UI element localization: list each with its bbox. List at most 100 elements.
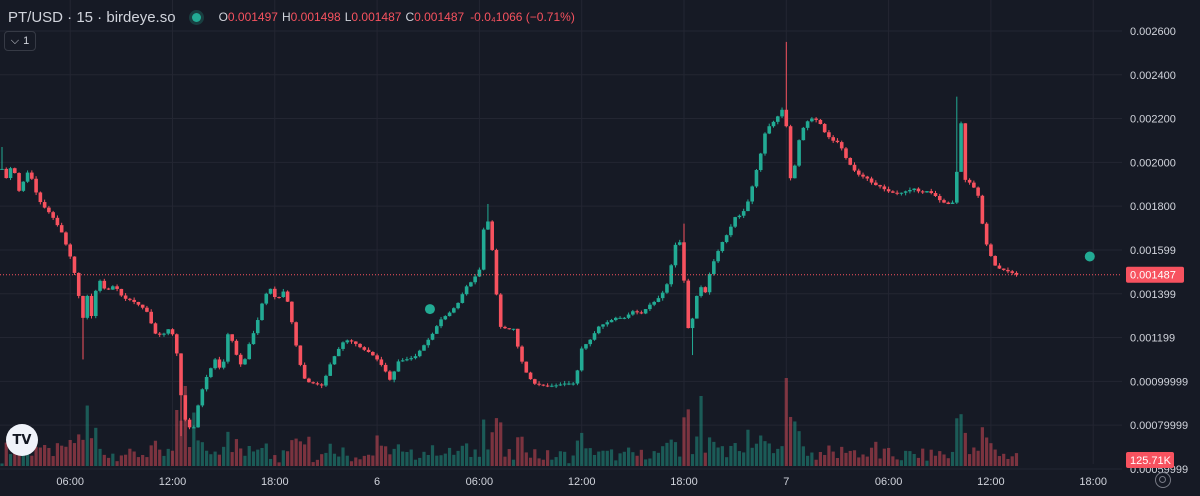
volume-bar	[857, 457, 861, 466]
gear-icon[interactable]	[1155, 472, 1171, 488]
volume-bar	[64, 446, 68, 466]
last-volume-badge	[1126, 452, 1174, 468]
candle-body	[626, 314, 631, 318]
candle-body	[47, 207, 51, 213]
y-tick-label: 0.002600	[1130, 26, 1176, 38]
volume-bar	[409, 449, 413, 466]
volume-bar	[89, 438, 94, 466]
volume-bar	[848, 450, 852, 466]
volume-bar	[567, 463, 571, 466]
volume-bar	[665, 442, 669, 466]
y-tick-label: 0.00099999	[1130, 376, 1188, 388]
volume-bar	[788, 416, 793, 466]
candle-body	[51, 212, 55, 218]
volume-bar	[605, 450, 609, 466]
candle-body	[545, 385, 550, 387]
volume-bar	[243, 455, 247, 466]
volume-bar	[729, 445, 733, 466]
volume-bar	[976, 450, 980, 466]
candle-body	[801, 127, 806, 141]
candle-body	[264, 293, 269, 304]
symbol-label[interactable]: PT/USD · 15 · birdeye.so	[8, 8, 176, 26]
candle-body	[200, 389, 205, 406]
candle-body	[85, 295, 90, 318]
candle-body	[366, 349, 371, 353]
candle-body	[797, 140, 801, 166]
candle-body	[273, 288, 277, 298]
candle-body	[635, 311, 639, 313]
volume-bar	[187, 447, 192, 466]
volume-bar	[277, 462, 281, 466]
candle-body	[673, 244, 678, 266]
candle-body	[827, 132, 831, 138]
candle-body	[775, 116, 780, 122]
candle-body	[733, 217, 737, 227]
volume-bar	[115, 461, 119, 466]
candle-body	[102, 280, 107, 289]
candle-body	[319, 384, 324, 386]
candle-body	[362, 347, 367, 350]
volume-bar	[25, 446, 30, 466]
candle-body	[537, 383, 541, 385]
volume-bar	[166, 448, 170, 466]
volume-bar	[141, 454, 145, 466]
volume-bar	[516, 437, 520, 466]
candle-body	[656, 298, 661, 302]
candle-body	[247, 344, 252, 360]
volume-bar	[456, 450, 460, 466]
high-label: H	[281, 10, 291, 24]
volume-bar	[716, 447, 720, 466]
candle-body	[835, 140, 840, 143]
x-tick-label: 18:00	[261, 476, 289, 488]
volume-bar	[435, 455, 439, 466]
candle-body	[515, 328, 520, 347]
volume-bar	[379, 445, 383, 466]
volume-bar	[980, 427, 984, 466]
candle-body	[541, 384, 546, 386]
candle-body	[174, 334, 179, 354]
candle-body	[498, 294, 503, 327]
candle-body	[494, 249, 499, 295]
candle-body	[68, 244, 72, 257]
candle-body	[741, 211, 746, 216]
volume-bar	[712, 441, 716, 466]
volume-bar	[111, 453, 115, 466]
volume-bar	[950, 451, 955, 466]
candle-body	[204, 376, 209, 390]
volume-bar	[874, 441, 878, 466]
candle-body	[405, 359, 409, 361]
close-label: C	[405, 10, 415, 24]
volume-bar	[51, 456, 55, 466]
volume-bar	[784, 378, 788, 466]
tradingview-logo[interactable]: TV	[6, 424, 38, 456]
candle-body	[916, 188, 921, 192]
volume-bar	[575, 440, 580, 466]
volume-bar	[887, 447, 891, 466]
volume-bar	[47, 447, 51, 466]
volume-bar	[963, 432, 967, 466]
volume-bar	[81, 439, 85, 466]
volume-bar	[200, 442, 204, 466]
volume-bar	[686, 409, 690, 466]
volume-bar	[946, 458, 950, 466]
collapse-indicators-button[interactable]: ⌵ 1	[4, 31, 36, 51]
volume-bar	[644, 459, 648, 466]
candle-body	[371, 352, 375, 356]
candle-body	[25, 172, 30, 182]
volume-bar	[797, 431, 801, 466]
candle-body	[942, 200, 946, 203]
candle-body	[315, 383, 320, 385]
volume-bar	[260, 447, 264, 466]
volume-bar	[865, 456, 869, 466]
candle-body	[724, 235, 729, 243]
candle-body	[579, 348, 584, 371]
y-tick-label: 0.001199	[1130, 333, 1175, 345]
candle-body	[345, 340, 350, 343]
volume-bar	[503, 456, 507, 466]
volume-bar	[818, 451, 822, 466]
volume-bar	[972, 447, 976, 466]
candle-body	[430, 333, 435, 340]
volume-bar	[332, 453, 337, 466]
volume-bar	[823, 454, 827, 466]
